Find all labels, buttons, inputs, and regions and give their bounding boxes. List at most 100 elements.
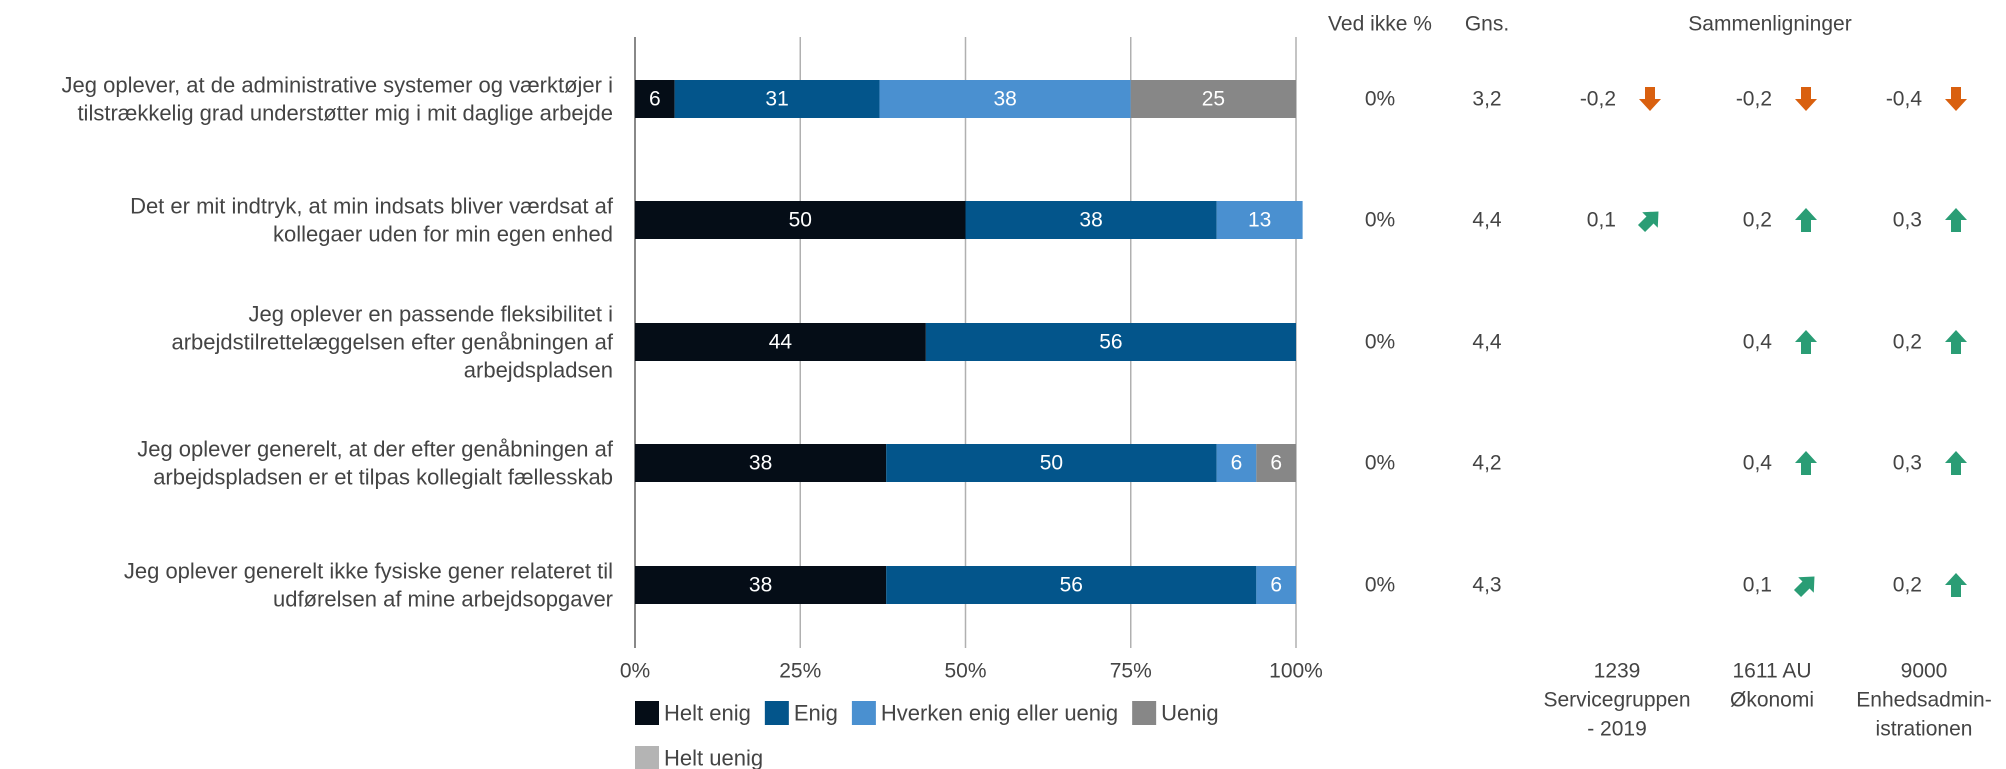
bar-segment — [1256, 566, 1296, 604]
bar-segment — [635, 444, 887, 482]
comparison-value: 0,2 — [1893, 574, 1922, 597]
gns-value: 4,3 — [1472, 574, 1501, 597]
gns-value: 4,4 — [1472, 209, 1502, 232]
bar-segment — [965, 201, 1217, 239]
bar-segment — [635, 566, 887, 604]
bar-segment — [1216, 444, 1257, 482]
comparison-value: 0,2 — [1893, 331, 1922, 354]
legend-swatch — [1132, 701, 1157, 725]
bar-value-label: 31 — [765, 88, 788, 111]
comparison-value: 0,3 — [1893, 209, 1922, 232]
x-tick-label: 75% — [1110, 660, 1152, 683]
bar-segment — [674, 80, 880, 118]
bar-segment — [635, 80, 675, 118]
legend-label: Hverken enig eller uenig — [881, 701, 1118, 726]
bar-segment — [1256, 444, 1296, 482]
comparison-group-label: Servicegruppen — [1543, 689, 1690, 712]
arrow-up-icon — [1795, 330, 1817, 354]
comparison-value: 0,3 — [1893, 452, 1922, 475]
bar-segment — [635, 323, 926, 361]
bar-value-label: 25 — [1202, 88, 1225, 111]
comparison-value: 0,4 — [1743, 331, 1773, 354]
bar-value-label: 6 — [649, 88, 661, 111]
bar-value-label: 38 — [749, 452, 772, 475]
legend-label: Helt enig — [664, 701, 751, 726]
gns-value: 3,2 — [1472, 88, 1501, 111]
arrow-up-icon — [1945, 573, 1967, 597]
comparisons-header: Sammenligninger — [1688, 13, 1851, 36]
comparison-value: 0,1 — [1587, 209, 1616, 232]
arrow-up-icon — [1945, 451, 1967, 475]
bar-segment — [879, 80, 1131, 118]
question-label: Det er mit indtryk, at min indsats blive… — [130, 194, 614, 219]
bar-segment — [1130, 80, 1296, 118]
bar-value-label: 6 — [1231, 452, 1243, 475]
x-tick-label: 50% — [944, 660, 986, 683]
bar-segment — [1216, 201, 1303, 239]
comparison-group-label: 1611 AU — [1732, 660, 1811, 683]
legend-label: Enig — [794, 701, 838, 726]
bar-value-label: 6 — [1270, 574, 1282, 597]
legend-swatch — [851, 701, 876, 725]
ved-ikke-value: 0% — [1365, 331, 1395, 354]
legend-swatch — [635, 701, 659, 725]
comparison-group-label: 1239 — [1594, 660, 1641, 683]
bar-value-label: 38 — [749, 574, 772, 597]
gns-value: 4,4 — [1472, 331, 1502, 354]
bar-segment — [886, 444, 1217, 482]
comparison-value: 0,1 — [1743, 574, 1772, 597]
arrow-down-icon — [1795, 87, 1817, 111]
bar-value-label: 6 — [1270, 452, 1282, 475]
bar-value-label: 56 — [1060, 574, 1083, 597]
question-label: arbejdstilrettelæggelsen efter genåbning… — [171, 330, 613, 355]
comparison-group-label: 9000 — [1901, 660, 1948, 683]
bar-segment — [925, 323, 1296, 361]
question-label: arbejdspladsen — [464, 358, 613, 383]
question-label: udførelsen af mine arbejdsopgaver — [273, 587, 613, 612]
ved-ikke-value: 0% — [1365, 88, 1395, 111]
x-tick-label: 25% — [779, 660, 821, 683]
gns-header: Gns. — [1465, 13, 1509, 36]
comparison-group-label: - 2019 — [1587, 718, 1647, 741]
question-label: arbejdspladsen er et tilpas kollegialt f… — [153, 465, 613, 490]
ved-ikke-header: Ved ikke % — [1328, 13, 1432, 36]
comparison-group-label: istrationen — [1876, 718, 1973, 741]
legend-swatch — [764, 701, 789, 725]
bar-value-label: 50 — [1040, 452, 1063, 475]
bar-value-label: 44 — [769, 331, 793, 354]
arrow-up-icon — [1795, 451, 1817, 475]
bar-value-label: 56 — [1099, 331, 1122, 354]
question-label: Jeg oplever generelt ikke fysiske gener … — [124, 559, 613, 584]
bar-value-label: 38 — [993, 88, 1016, 111]
comparison-group-label: Enhedsadmin- — [1856, 689, 1991, 712]
arrow-down-icon — [1945, 87, 1967, 111]
question-label: Jeg oplever, at de administrative system… — [62, 73, 613, 98]
arrow-up-icon — [1945, 208, 1967, 232]
ved-ikke-value: 0% — [1365, 574, 1395, 597]
comparison-value: -0,4 — [1886, 88, 1923, 111]
bar-value-label: 38 — [1079, 209, 1102, 232]
question-label: Jeg oplever en passende fleksibilitet i — [249, 302, 613, 327]
legend-label: Helt uenig — [664, 746, 763, 769]
comparison-value: -0,2 — [1580, 88, 1616, 111]
x-tick-label: 0% — [620, 660, 650, 683]
gns-value: 4,2 — [1472, 452, 1501, 475]
legend-label: Uenig — [1161, 701, 1218, 726]
x-tick-label: 100% — [1269, 660, 1323, 683]
arrow-up-right-icon — [1637, 211, 1659, 233]
ved-ikke-value: 0% — [1365, 452, 1395, 475]
bar-value-label: 13 — [1248, 209, 1271, 232]
comparison-group-label: Økonomi — [1730, 689, 1814, 712]
comparison-value: 0,4 — [1743, 452, 1773, 475]
arrow-up-icon — [1945, 330, 1967, 354]
bar-segment — [635, 201, 966, 239]
bar-segment — [886, 566, 1257, 604]
legend-swatch — [635, 746, 659, 769]
ved-ikke-value: 0% — [1365, 209, 1395, 232]
bar-value-label: 50 — [789, 209, 812, 232]
comparison-value: 0,2 — [1743, 209, 1772, 232]
arrow-up-right-icon — [1793, 576, 1815, 598]
arrow-up-icon — [1795, 208, 1817, 232]
question-label: Jeg oplever generelt, at der efter genåb… — [137, 437, 614, 462]
